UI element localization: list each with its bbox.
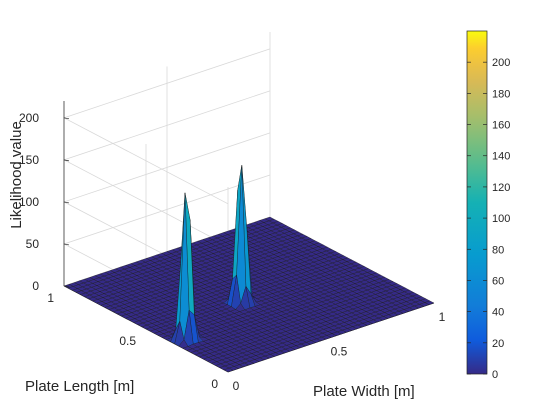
z-tick-label: 50 [26,237,40,251]
colorbar-tick-label: 160 [492,120,510,132]
x-tick-label: 0.5 [331,345,348,359]
z-tick [63,243,70,246]
colorbar-tick-label: 40 [492,307,504,319]
surface-mesh [63,165,435,373]
colorbar-tick-label: 200 [492,57,510,69]
y-tick-label: 1 [47,291,54,305]
x-tick-label: 0 [233,379,240,393]
z-tick [63,201,70,204]
z-tick [63,285,70,288]
colorbar-tick-label: 20 [492,338,504,350]
colorbar-tick-label: 0 [492,369,498,381]
x-axis-label: Plate Width [m] [313,383,415,400]
y-axis-label: Plate Length [m] [25,378,134,395]
axis-labels: Likelihood value Plate Length [m] Plate … [8,121,415,400]
z-tick-label: 0 [32,279,39,293]
colorbar-tick-label: 60 [492,275,504,287]
z-tick-label: 100 [19,195,39,209]
surface-facet [223,367,234,373]
colorbar: 0 20 40 60 80 100 120 140 160 180 200 [466,30,510,381]
colorbar-tick-label: 80 [492,244,504,256]
colorbar-gradient [466,30,488,375]
colorbar-tick-label: 120 [492,182,510,194]
z-tick-label: 200 [19,111,39,125]
x-tick-label: 1 [439,310,446,324]
y-tick-label: 0 [211,377,218,391]
colorbar-tick-label: 140 [492,151,510,163]
colorbar-tick-label: 100 [492,213,510,225]
z-tick [63,117,70,120]
z-tick [63,159,70,162]
colorbar-tick-label: 180 [492,88,510,100]
y-tick-label: 0.5 [119,334,136,348]
z-axis-label: Likelihood value [8,121,25,229]
z-tick-label: 150 [19,153,39,167]
